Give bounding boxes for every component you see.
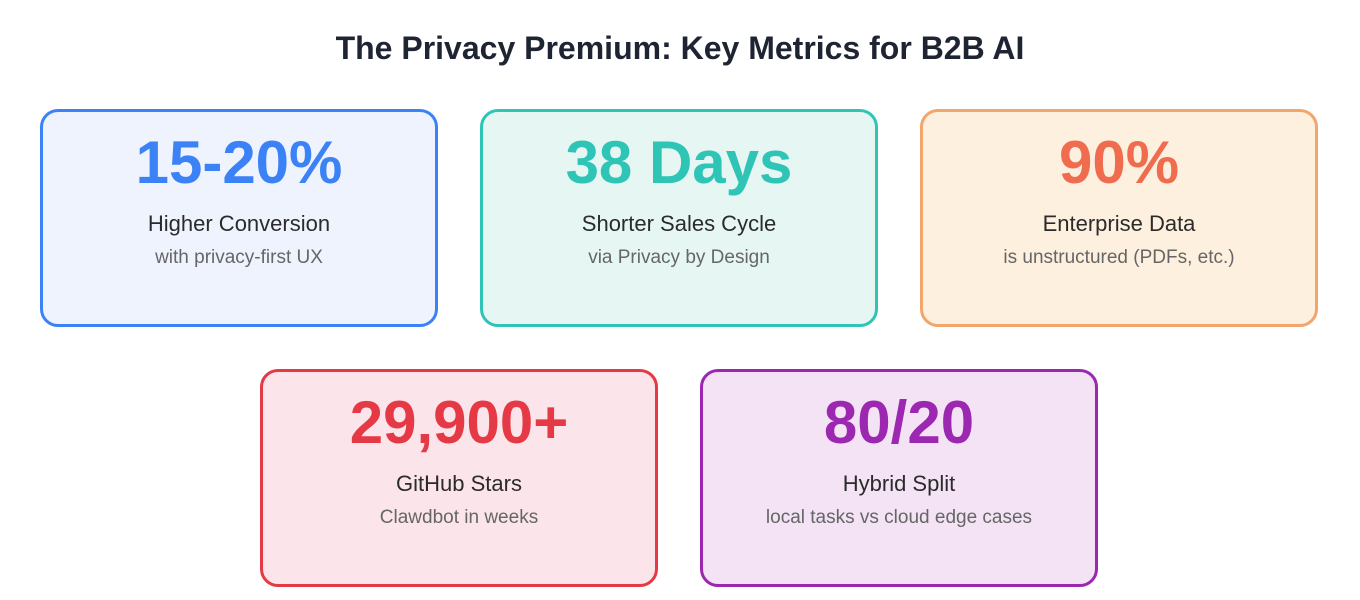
metric-value: 38 Days (565, 129, 793, 196)
metric-card-enterprise-data: 90% Enterprise Data is unstructured (PDF… (920, 109, 1318, 327)
metric-card-sales-cycle: 38 Days Shorter Sales Cycle via Privacy … (480, 109, 878, 327)
metric-label: Hybrid Split (842, 471, 956, 496)
metric-subtext: Clawdbot in weeks (379, 507, 539, 528)
metric-card-conversion: 15-20% Higher Conversion with privacy-fi… (40, 109, 438, 327)
metric-label: Higher Conversion (147, 211, 331, 236)
metric-card-github-stars: 29,900+ GitHub Stars Clawdbot in weeks (260, 369, 658, 587)
metric-label: GitHub Stars (396, 471, 522, 496)
metric-subtext: with privacy-first UX (155, 247, 323, 268)
metric-card-hybrid-split: 80/20 Hybrid Split local tasks vs cloud … (700, 369, 1098, 587)
metric-subtext: via Privacy by Design (588, 247, 770, 268)
metric-subtext: local tasks vs cloud edge cases (765, 507, 1033, 528)
metric-label: Shorter Sales Cycle (581, 211, 777, 236)
metric-label: Enterprise Data (1042, 211, 1196, 236)
metric-value: 80/20 (823, 389, 975, 456)
page-title: The Privacy Premium: Key Metrics for B2B… (335, 30, 1025, 66)
metric-value: 90% (1058, 129, 1180, 196)
metric-value: 15-20% (135, 129, 343, 196)
metric-subtext: is unstructured (PDFs, etc.) (1003, 247, 1235, 268)
metric-value: 29,900+ (349, 389, 569, 456)
